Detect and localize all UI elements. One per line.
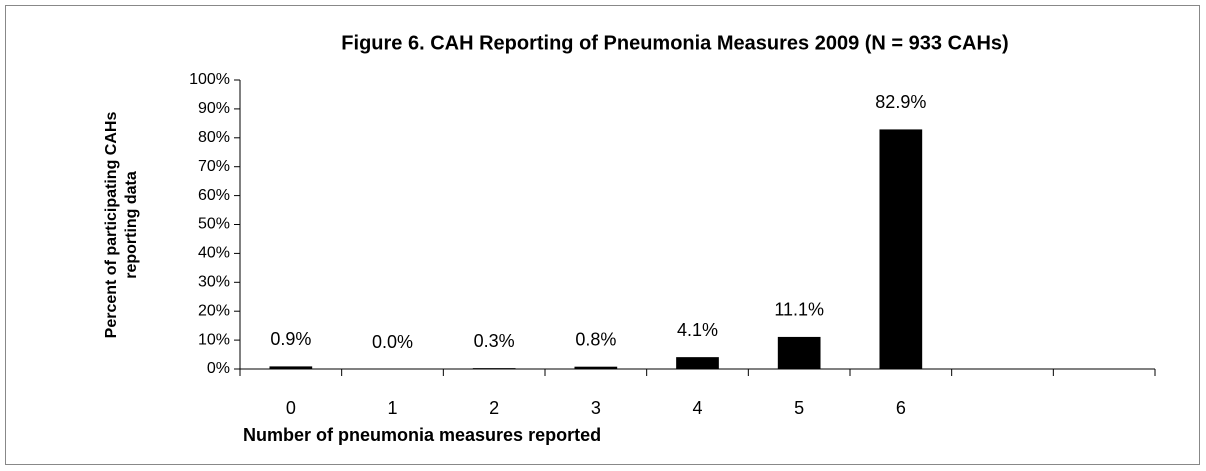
y-tick-label: 70% [198,158,230,175]
y-tick-label: 90% [198,100,230,117]
value-label: 0.0% [372,332,413,352]
y-axis-title-line: Percent of participating CAHs [103,112,120,339]
y-tick-label: 0% [207,360,230,377]
y-tick-label: 60% [198,187,230,204]
y-tick-label: 30% [198,274,230,291]
x-axis-title: Number of pneumonia measures reported [243,425,601,445]
value-label: 4.1% [677,320,718,340]
y-axis-title-line: reporting data [123,171,140,279]
x-tick-label: 6 [896,398,906,418]
y-tick-label: 80% [198,129,230,146]
value-label: 11.1% [774,300,824,320]
y-tick-label: 100% [189,71,230,88]
x-tick-label: 3 [591,398,601,418]
bar [472,368,516,369]
x-tick-label: 5 [794,398,804,418]
value-label: 0.9% [270,329,311,349]
chart-frame [5,5,1200,465]
bar [269,366,313,369]
bar [574,366,618,369]
bar [777,336,821,369]
x-tick-label: 0 [286,398,296,418]
value-label: 0.8% [575,329,616,349]
x-tick-label: 1 [387,398,397,418]
value-label: 82.9% [875,92,926,112]
chart-title: Figure 6. CAH Reporting of Pneumonia Mea… [341,32,1008,54]
bar [879,129,923,369]
x-tick-label: 4 [692,398,702,418]
x-tick-label: 2 [489,398,499,418]
y-tick-label: 40% [198,245,230,262]
value-label: 0.3% [474,331,515,351]
y-tick-label: 10% [198,331,230,348]
bar [676,357,719,369]
y-tick-label: 50% [198,216,230,233]
y-axis-title: Percent of participating CAHs reporting … [103,112,140,339]
y-tick-label: 20% [198,302,230,319]
